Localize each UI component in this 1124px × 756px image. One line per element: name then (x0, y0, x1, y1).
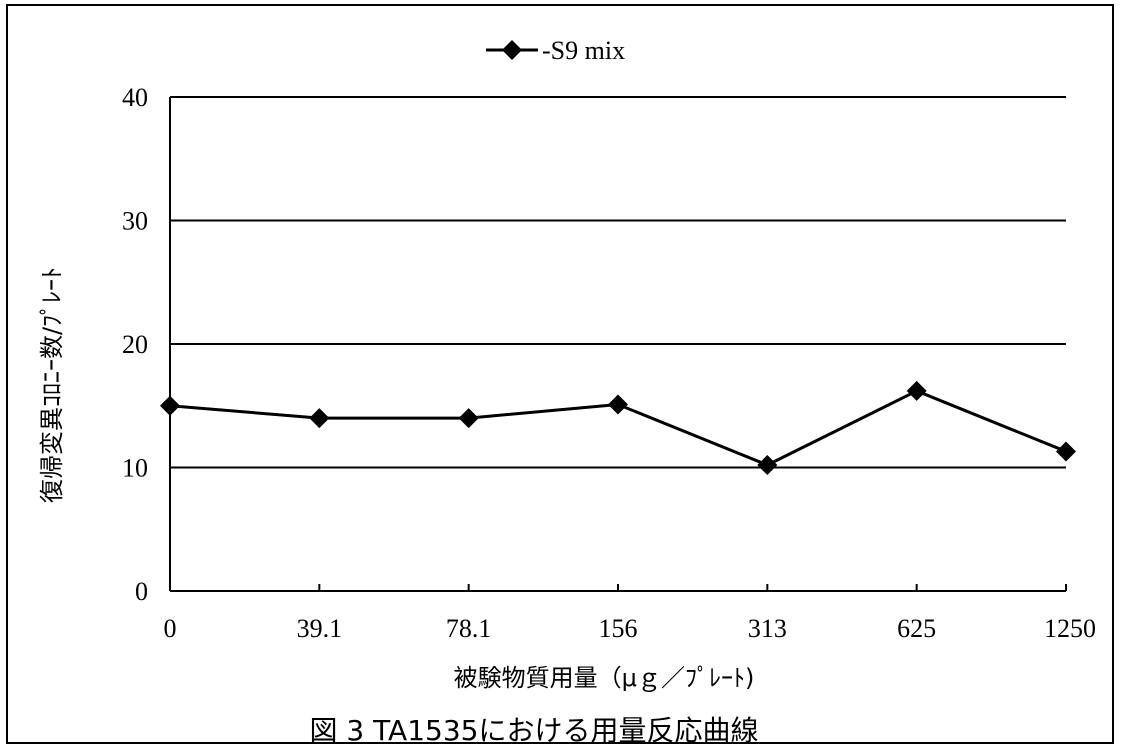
x-tick-label-5: 625 (897, 614, 936, 643)
legend-label: -S9 mix (542, 36, 625, 65)
figure-caption: 図 3 TA1535における用量反応曲線 (310, 714, 759, 747)
y-tick-label-30: 30 (122, 207, 148, 236)
y-axis-title: 復帰変異ｺﾛﾆｰ数/ﾌﾟﾚｰﾄ (38, 267, 66, 503)
data-point-0-5 (906, 380, 927, 401)
data-point-0-0 (160, 395, 180, 416)
data-point-0-2 (458, 408, 479, 429)
x-tick-label-6: 1250 (1044, 614, 1096, 643)
data-markers (160, 380, 1076, 476)
y-tick-label-10: 10 (122, 454, 148, 483)
x-tick-label-3: 156 (599, 614, 638, 643)
legend-diamond-marker (502, 40, 522, 60)
data-point-0-3 (608, 394, 628, 415)
x-tick-label-0: 0 (164, 614, 177, 643)
y-tick-label-20: 20 (122, 330, 148, 359)
x-axis-title: 被験物質用量（μｇ／ﾌﾟﾚｰﾄ) (454, 664, 755, 692)
y-tick-label-40: 40 (122, 83, 148, 112)
x-tick-label-1: 39.1 (297, 614, 343, 643)
grid-lines (170, 96, 1066, 469)
axes (169, 97, 1067, 592)
x-tick-labels: 0 39.1 78.1 156 313 625 1250 (164, 614, 1097, 643)
x-tick-label-4: 313 (748, 614, 787, 643)
legend: -S9 mix (486, 36, 625, 65)
data-point-0-6 (1056, 441, 1076, 462)
y-tick-labels: 0 10 20 30 40 (122, 83, 148, 606)
x-tick-label-2: 78.1 (446, 614, 492, 643)
chart-frame (6, 4, 1114, 744)
y-tick-label-0: 0 (135, 577, 148, 606)
data-point-0-4 (757, 455, 778, 476)
data-point-0-1 (309, 408, 330, 429)
